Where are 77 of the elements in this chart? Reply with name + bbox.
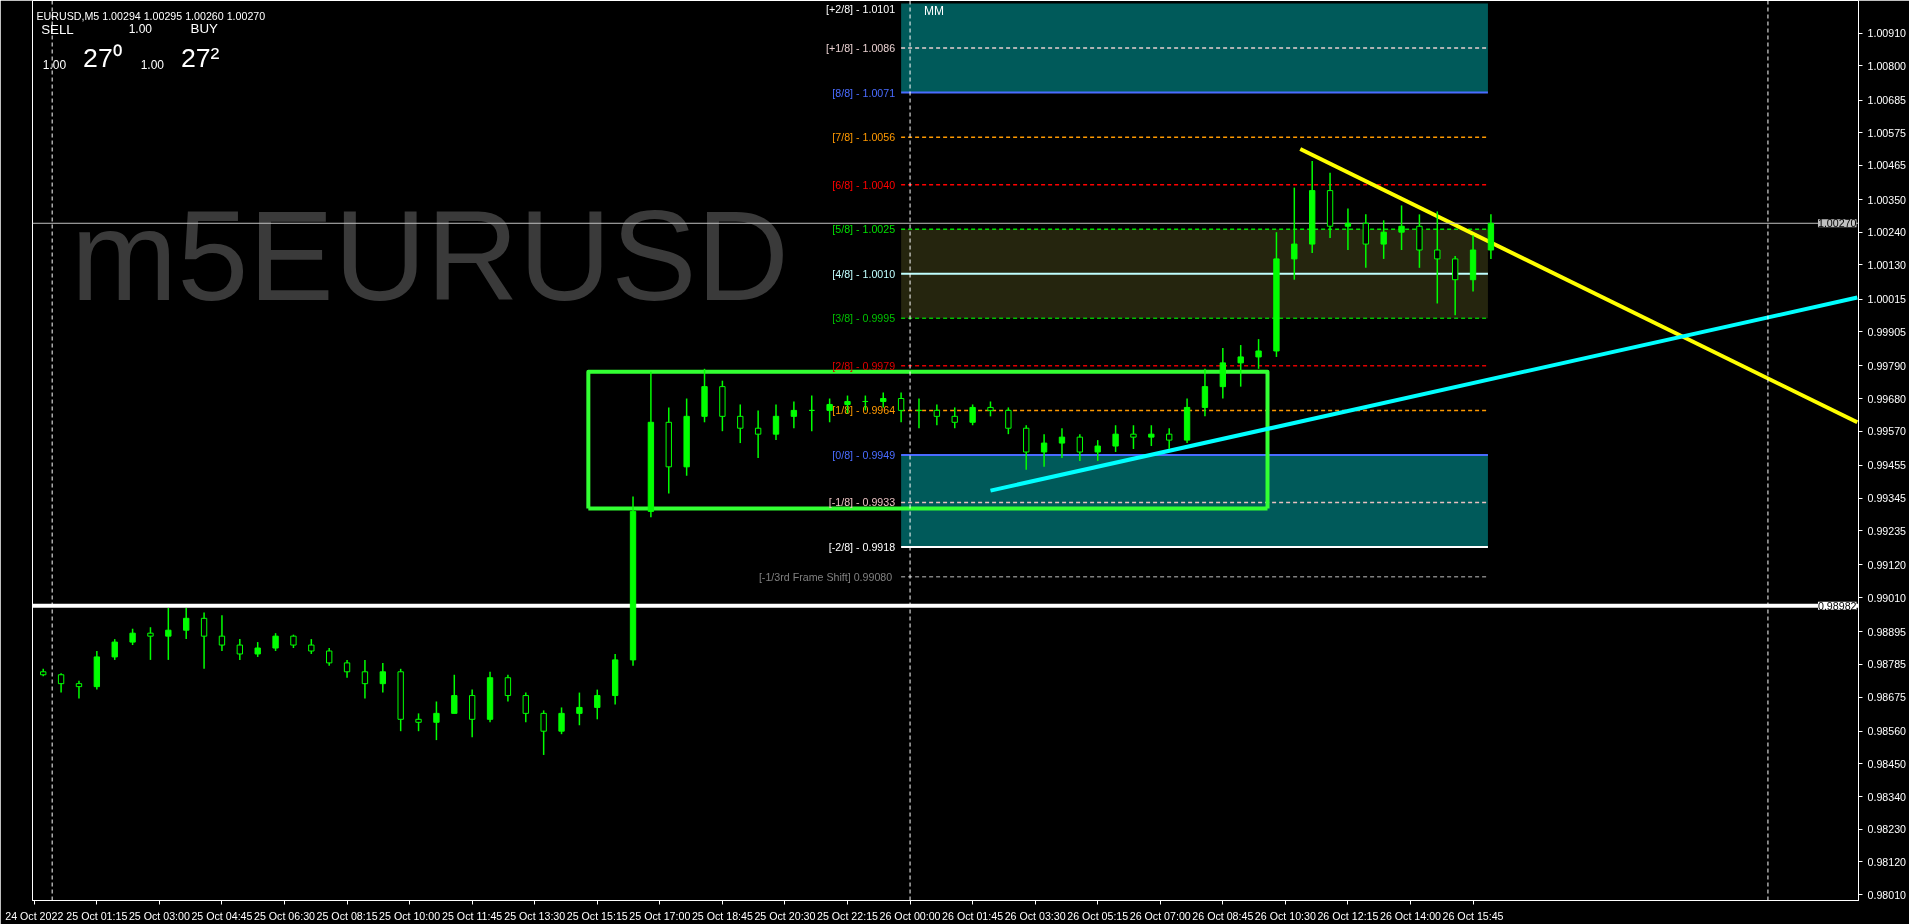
- y-tick-label: 0.98785: [1867, 658, 1907, 671]
- y-tick-label: 0.99120: [1867, 558, 1907, 571]
- x-tick-label: 25 Oct 15:15: [566, 909, 628, 922]
- annotation: 1.00: [42, 57, 67, 72]
- x-tick-label: 26 Oct 05:15: [1067, 909, 1129, 922]
- x-tick-label: 26 Oct 15:45: [1442, 909, 1504, 922]
- series-label: [6/8] - 1.0040: [832, 178, 896, 191]
- annotation: BUY: [190, 20, 219, 36]
- x-tick-label: 25 Oct 06:30: [254, 909, 316, 922]
- series-label: [0/8] - 0.9949: [832, 448, 896, 461]
- y-tick-label: 1.00685: [1867, 94, 1907, 106]
- series-label: [-1/3rd Frame Shift] 0.99080: [758, 570, 893, 583]
- y-tick-label: 0.99790: [1867, 359, 1907, 372]
- y-tick-label: 0.98230: [1867, 823, 1907, 836]
- y-tick-label: 1.00465: [1867, 159, 1907, 172]
- x-tick-label: 26 Oct 07:00: [1129, 909, 1191, 922]
- x-tick-label: 25 Oct 03:00: [128, 909, 190, 922]
- y-tick-label: 0.99905: [1867, 325, 1907, 338]
- y-tick-label: 1.00575: [1867, 126, 1907, 139]
- y-tick-label: 0.99010: [1867, 591, 1907, 604]
- x-tick-label: 26 Oct 14:00: [1379, 909, 1442, 922]
- annotation: 1.00: [128, 21, 153, 36]
- y-tick-label: 0.99680: [1867, 392, 1907, 405]
- y-tick-label: 0.99345: [1867, 492, 1907, 505]
- series-label: [2/8] - 0.9979: [832, 359, 896, 372]
- x-tick-label: 25 Oct 01:15: [66, 909, 128, 922]
- x-tick-label: 26 Oct 03:30: [1004, 909, 1066, 922]
- y-tick-label: 0.98120: [1867, 855, 1907, 868]
- ref-line-label: 1.00270: [1817, 217, 1857, 230]
- y-tick-label: 0.98340: [1867, 790, 1907, 803]
- x-tick-label: 25 Oct 10:00: [379, 909, 441, 922]
- series-label: [4/8] - 1.0010: [832, 267, 896, 280]
- text: EURUSD,M5 1.00294 1.00295 1.00260 1.00270: [36, 10, 266, 23]
- ref-line-label: 0.98982: [1817, 599, 1857, 612]
- x-tick-label: 26 Oct 12:15: [1317, 909, 1379, 922]
- x-tick-label: 26 Oct 00:00: [879, 909, 941, 922]
- x-tick-label: 25 Oct 18:45: [691, 909, 753, 922]
- x-tick-label: 24 Oct 2022: [5, 909, 64, 922]
- annotation: 27²: [180, 43, 220, 74]
- x-tick-label: 26 Oct 10:30: [1254, 909, 1316, 922]
- annotation: 27⁰: [83, 43, 122, 74]
- x-tick-label: 25 Oct 04:45: [191, 909, 253, 922]
- y-tick-label: 0.98675: [1867, 691, 1907, 704]
- y-tick-label: 1.00800: [1867, 59, 1907, 72]
- series-label: [1/8] - 0.9964: [832, 404, 896, 417]
- x-tick-label: 26 Oct 08:45: [1192, 909, 1254, 922]
- series-label: [-1/8] - 0.9933: [828, 496, 896, 509]
- x-tick-label: 25 Oct 11:45: [442, 909, 503, 922]
- series-label: [-2/8] - 0.9918: [828, 541, 896, 554]
- series-label: [8/8] - 1.0071: [832, 86, 896, 99]
- annotation: m5EURUSD: [70, 184, 789, 328]
- x-tick-label: 25 Oct 17:00: [629, 909, 691, 922]
- y-tick-label: 0.98560: [1867, 725, 1907, 738]
- y-tick-label: 0.99235: [1867, 524, 1907, 537]
- series-label: [3/8] - 0.9995: [832, 312, 896, 325]
- series-label: [5/8] - 1.0025: [832, 223, 896, 236]
- annotation: SELL: [41, 21, 74, 37]
- series-label: [+1/8] - 1.0086: [826, 42, 896, 55]
- x-tick-label: 25 Oct 13:30: [504, 909, 566, 922]
- y-tick-label: 0.99570: [1867, 425, 1907, 438]
- x-tick-label: 25 Oct 20:30: [754, 909, 816, 922]
- band-label: [+2/8] - 1.0101: [826, 3, 896, 16]
- y-tick-label: 0.99455: [1867, 459, 1907, 472]
- annotation: 1.00: [140, 57, 165, 72]
- y-tick-label: 1.00350: [1867, 193, 1907, 206]
- y-tick-label: 1.00910: [1867, 27, 1907, 40]
- x-tick-label: 25 Oct 08:15: [316, 909, 378, 922]
- y-tick-label: 0.98010: [1867, 888, 1907, 901]
- x-tick-label: 25 Oct 22:15: [816, 909, 879, 922]
- y-tick-label: 0.98895: [1867, 625, 1907, 638]
- annotation: MM: [924, 4, 945, 19]
- y-tick-label: 0.98450: [1867, 757, 1907, 770]
- y-tick-label: 1.00240: [1867, 226, 1907, 239]
- y-tick-label: 1.00015: [1867, 293, 1907, 306]
- x-tick-label: 26 Oct 01:45: [942, 909, 1004, 922]
- y-tick-label: 1.00130: [1867, 258, 1907, 271]
- series-label: [7/8] - 1.0056: [832, 131, 896, 144]
